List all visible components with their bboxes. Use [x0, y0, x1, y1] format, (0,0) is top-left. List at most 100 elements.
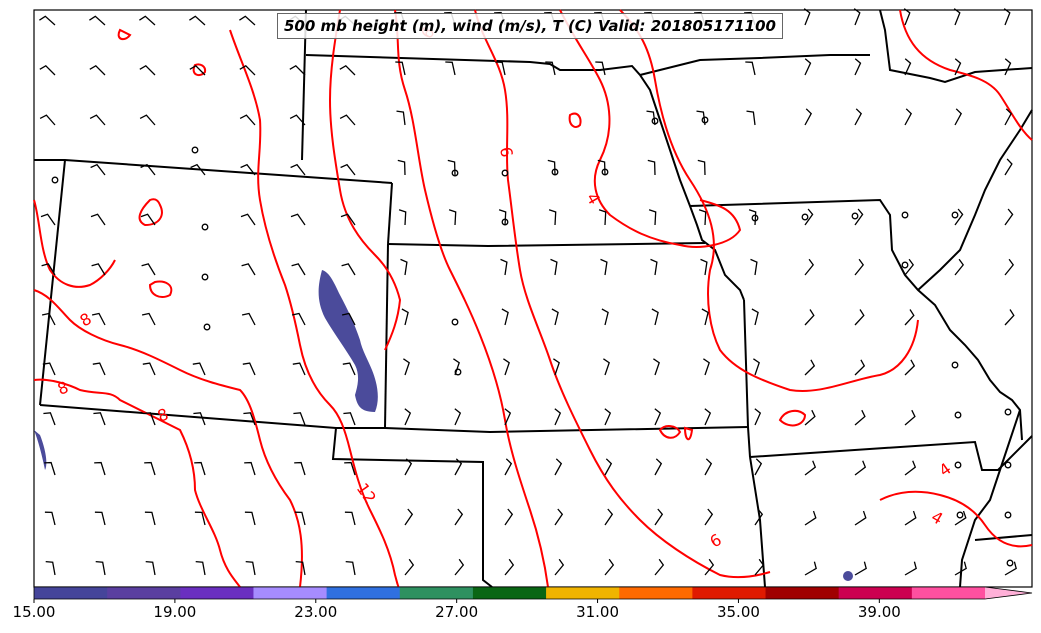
wind-barb [240, 213, 256, 226]
wind-barb [753, 358, 760, 376]
shaded-wind-region [34, 270, 853, 581]
wind-barb [545, 61, 556, 76]
colorbar-tick-label: 39.00 [857, 603, 901, 621]
wind-barb [504, 508, 514, 526]
wind-barb [1004, 208, 1014, 226]
colorbar-segment [838, 587, 913, 599]
wind-barb [804, 561, 817, 576]
wind-barb [904, 510, 917, 526]
wind-barb [140, 163, 156, 176]
wind-barb [241, 263, 256, 276]
colorbar-tick-label: 27.00 [435, 603, 479, 621]
wind-barb [754, 408, 762, 426]
wind-barb [239, 15, 256, 26]
calm-wind-marker [956, 511, 964, 519]
wind-barb [140, 213, 156, 226]
wind-barb [1004, 58, 1012, 76]
wind-barb [904, 258, 915, 276]
wind-barb [854, 208, 864, 226]
wind-barb [650, 258, 658, 276]
wind-barb [453, 358, 460, 376]
wind-barb [290, 163, 306, 176]
calm-wind-marker [51, 176, 59, 184]
wind-barb [94, 511, 106, 526]
colorbar-tick-label: 15.00 [12, 603, 56, 621]
wind-barb [704, 508, 714, 526]
wind-barb [904, 460, 917, 476]
wind-barb [1004, 158, 1013, 176]
wind-barb [804, 309, 815, 326]
wind-barb [953, 8, 961, 26]
wind-barb [603, 358, 610, 376]
wind-barb [500, 258, 508, 276]
colorbar-segment [399, 587, 474, 599]
wind-barb [553, 358, 560, 376]
border-il [917, 109, 1033, 291]
wind-barb [242, 362, 256, 376]
wind-barb [45, 560, 56, 576]
contour-label: 6 [496, 145, 516, 158]
calm-wind-marker [201, 273, 209, 281]
wind-barb [598, 209, 607, 226]
wind-barb [904, 409, 916, 426]
wind-barb [704, 408, 712, 426]
wind-barb [954, 510, 967, 526]
colorbar-segment [619, 587, 693, 599]
wind-barb [448, 209, 457, 226]
wind-barb [554, 508, 564, 526]
wind-barb [90, 213, 106, 226]
wind-barb [40, 213, 56, 226]
wind-barb [289, 64, 306, 76]
calm-wind-marker [203, 323, 211, 331]
wind-barb [750, 258, 758, 276]
wind-barb [344, 461, 356, 476]
wind-barb [698, 209, 707, 226]
wind-barb [244, 461, 256, 476]
wind-barb [292, 362, 306, 376]
colorbar-tick-label: 35.00 [716, 603, 760, 621]
wind-barb [1004, 561, 1017, 576]
wind-barb [193, 412, 206, 426]
wind-barb [141, 312, 156, 326]
wind-barb [804, 460, 817, 476]
wind-barb [89, 114, 106, 126]
wind-barb [239, 64, 256, 76]
wind-barb [194, 461, 206, 476]
calm-wind-marker [901, 261, 909, 269]
wind-barb [341, 312, 356, 326]
border-ne-north [305, 54, 745, 301]
wind-barb [194, 511, 206, 526]
colorbar-segment [765, 587, 840, 599]
wind-barb [653, 358, 660, 376]
wind-barb [854, 359, 866, 376]
wind-barb [89, 15, 106, 26]
wind-barb [396, 110, 406, 126]
wind-barb [404, 408, 412, 426]
wind-barb [904, 561, 917, 576]
wind-barb [139, 64, 156, 76]
wind-barb [295, 560, 306, 576]
colorbar-segment [472, 587, 547, 599]
wind-barb [704, 558, 715, 576]
wind-barb [600, 258, 608, 276]
wind-barb [854, 108, 863, 126]
wind-barb [91, 263, 106, 276]
wind-barb [142, 362, 156, 376]
calm-wind-marker [801, 213, 809, 221]
border-la [974, 534, 1033, 541]
colorbar [33, 586, 1033, 603]
wind-barb [751, 308, 759, 326]
wind-barb [704, 458, 713, 476]
calm-wind-marker [454, 368, 462, 376]
wind-barb [39, 15, 56, 26]
wind-barb [291, 263, 306, 276]
wind-barb [243, 412, 256, 426]
calm-wind-marker [1006, 559, 1014, 567]
wind-barb [804, 258, 815, 276]
wind-barb [854, 409, 866, 426]
wind-barb [92, 362, 106, 376]
wind-barbs [39, 8, 1017, 576]
wind-barb [904, 309, 915, 326]
colorbar-outline [33, 586, 1033, 600]
wind-barb [189, 64, 206, 76]
